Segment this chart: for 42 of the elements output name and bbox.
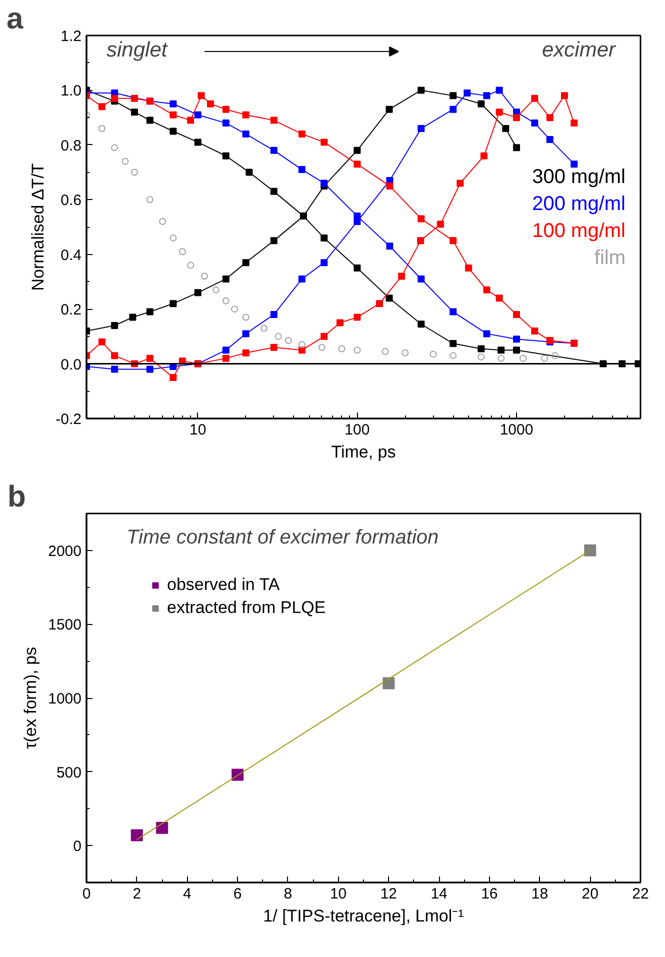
text: b bbox=[8, 480, 26, 514]
x-tick-label: 12 bbox=[380, 886, 398, 902]
y-tick-label: 1000 bbox=[48, 690, 82, 708]
y-tick-label: 0.0 bbox=[60, 356, 82, 374]
x-tick-label: 100 bbox=[344, 422, 370, 438]
x-tick-label: 22 bbox=[632, 886, 649, 902]
y-tick-label: 1.0 bbox=[60, 82, 82, 100]
y-tick-label: 1.2 bbox=[60, 28, 82, 45]
y-axis-title: τ(ex form), ps bbox=[21, 646, 40, 750]
x-tick-label: 2 bbox=[132, 886, 142, 902]
y-tick-label: 0.8 bbox=[60, 137, 82, 154]
x-axis-title: 1/ [TIPS-tetracene], Lmol⁻¹ bbox=[263, 906, 464, 926]
y-tick-label: -0.2 bbox=[56, 411, 82, 428]
text: film bbox=[594, 247, 626, 270]
x-tick-label: 10 bbox=[330, 886, 347, 902]
x-axis-title: Time, ps bbox=[331, 442, 396, 462]
text: 200 mg/ml bbox=[532, 193, 626, 216]
y-tick-label: 500 bbox=[56, 764, 82, 782]
y-tick-label: 0 bbox=[73, 838, 82, 856]
y-tick-label: 2000 bbox=[48, 542, 82, 560]
x-tick-label: 4 bbox=[183, 886, 192, 902]
x-tick-label: 1000 bbox=[500, 422, 534, 438]
x-tick-label: 8 bbox=[284, 886, 292, 902]
x-tick-label: 6 bbox=[233, 886, 242, 902]
y-tick-label: 1500 bbox=[48, 616, 82, 634]
annotation: Time constant of excimer formation bbox=[126, 526, 439, 548]
x-tick-label: 18 bbox=[531, 886, 548, 902]
annotation: excimer bbox=[542, 38, 617, 62]
y-tick-label: 0.6 bbox=[60, 192, 82, 210]
text: a bbox=[6, 2, 24, 36]
text: 300 mg/ml bbox=[532, 166, 626, 188]
y-axis-title: Normalised ΔT/T bbox=[28, 163, 48, 291]
x-tick-label: 16 bbox=[481, 886, 498, 902]
legend-label: extracted from PLQE bbox=[167, 598, 326, 618]
x-tick-label: 10 bbox=[190, 422, 206, 438]
y-tick-label: 0.4 bbox=[60, 246, 82, 264]
legend-label: observed in TA bbox=[167, 575, 280, 595]
y-tick-label: 0.2 bbox=[60, 302, 82, 319]
annotation: singlet bbox=[106, 38, 168, 62]
x-tick-label: 20 bbox=[582, 886, 598, 902]
x-tick-label: 14 bbox=[430, 886, 448, 902]
text: 100 mg/ml bbox=[532, 220, 626, 242]
